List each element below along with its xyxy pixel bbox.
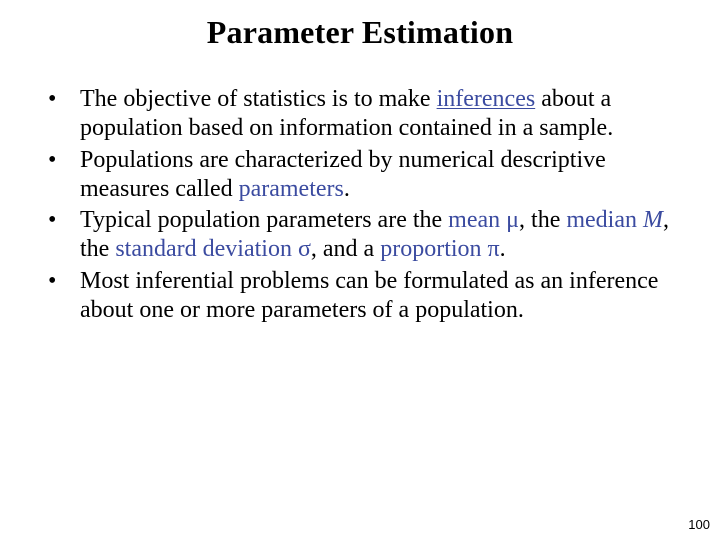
keyword-inferences: inferences [437,86,536,112]
keyword-stddev: standard deviation [115,236,292,262]
bullet-text: , the [519,207,566,233]
symbol-m: M [637,207,663,233]
bullet-item: Typical population parameters are the me… [34,206,686,265]
symbol-mu: μ [500,207,519,233]
symbol-pi: π [482,236,500,262]
bullet-text: Most inferential problems can be formula… [80,268,658,323]
bullet-item: Populations are characterized by numeric… [34,146,686,205]
symbol-sigma: σ [292,236,311,262]
bullet-item: Most inferential problems can be formula… [34,267,686,326]
bullet-text: . [344,176,350,202]
bullet-text: , and a [311,236,380,262]
bullet-text: . [500,236,506,262]
bullet-text: The objective of statistics is to make [80,86,437,112]
slide-title: Parameter Estimation [34,14,686,51]
keyword-median: median [566,207,637,233]
keyword-proportion: proportion [380,236,481,262]
slide-container: Parameter Estimation The objective of st… [0,0,720,540]
bullet-text: Typical population parameters are the [80,207,448,233]
keyword-parameters: parameters [239,176,344,202]
keyword-mean: mean [448,207,500,233]
bullet-list: The objective of statistics is to make i… [34,85,686,325]
bullet-item: The objective of statistics is to make i… [34,85,686,144]
page-number: 100 [688,517,710,532]
